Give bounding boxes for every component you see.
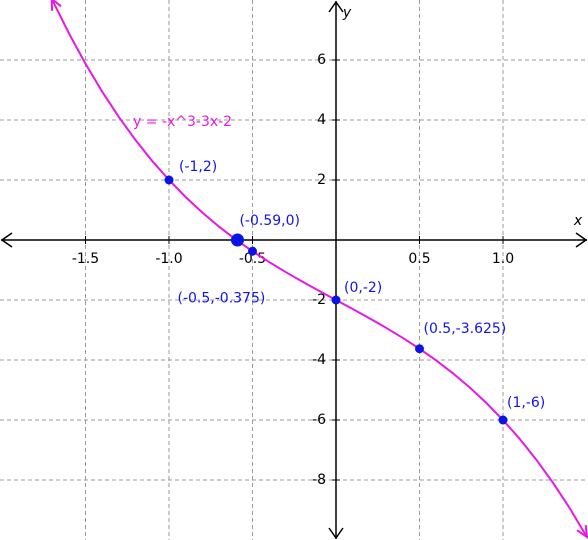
point: [230, 233, 244, 247]
y-tick-label: -4: [312, 352, 326, 368]
x-tick-label: 1.0: [492, 251, 514, 267]
y-tick-label: 4: [317, 112, 326, 128]
point-label: (-0.5,-0.375): [178, 290, 266, 306]
equation-label: y = -x^3-3x-2: [133, 114, 232, 130]
curve: [52, 0, 586, 536]
x-tick-label: 0.5: [408, 251, 430, 267]
y-tick-label: -8: [312, 472, 326, 488]
point: [498, 415, 508, 425]
y-axis-label: y: [342, 5, 352, 21]
x-tick-label: -1.5: [72, 251, 99, 267]
y-tick-label: 2: [317, 172, 326, 188]
point-label: (1,-6): [507, 395, 545, 411]
point: [414, 344, 424, 354]
point-label: (0.5,-3.625): [423, 321, 506, 337]
point: [331, 295, 341, 305]
x-tick-label: -1.0: [155, 251, 182, 267]
point: [164, 175, 174, 185]
y-tick-label: 6: [317, 52, 326, 68]
point-label: (-0.59,0): [239, 213, 300, 229]
x-axis-label: x: [573, 213, 583, 229]
y-tick-label: -6: [312, 412, 326, 428]
point-label: (-1,2): [179, 159, 217, 175]
point: [248, 246, 258, 256]
point-label: (0,-2): [344, 280, 382, 296]
